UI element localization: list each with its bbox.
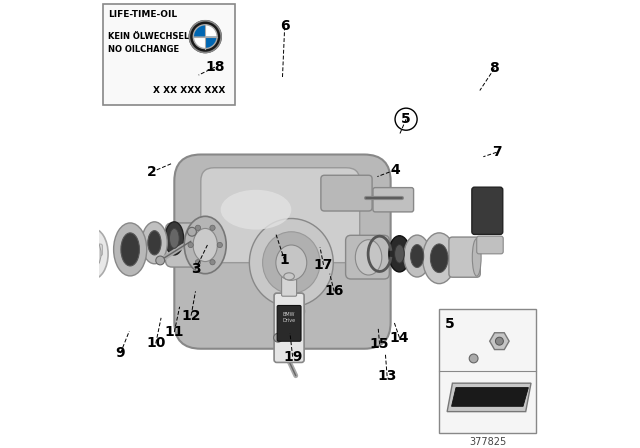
FancyBboxPatch shape (321, 175, 372, 211)
FancyBboxPatch shape (166, 223, 216, 267)
FancyBboxPatch shape (103, 4, 236, 105)
Ellipse shape (276, 245, 307, 280)
Ellipse shape (77, 228, 108, 279)
Ellipse shape (389, 236, 410, 272)
Circle shape (210, 259, 215, 265)
Ellipse shape (141, 222, 167, 264)
Text: KEIN ÖLWECHSEL: KEIN ÖLWECHSEL (108, 32, 189, 41)
Ellipse shape (404, 235, 430, 277)
Wedge shape (205, 25, 217, 37)
Circle shape (156, 256, 164, 265)
Circle shape (469, 354, 478, 363)
Text: 6: 6 (280, 19, 289, 34)
FancyBboxPatch shape (472, 187, 503, 234)
Ellipse shape (250, 219, 333, 307)
Ellipse shape (278, 300, 305, 322)
Ellipse shape (221, 190, 291, 229)
Ellipse shape (284, 273, 294, 280)
Text: 5: 5 (401, 112, 411, 126)
Circle shape (495, 337, 504, 345)
Text: 18: 18 (205, 60, 225, 74)
Ellipse shape (422, 233, 456, 284)
Text: 1: 1 (280, 254, 289, 267)
Text: 12: 12 (181, 309, 201, 323)
Text: 15: 15 (370, 337, 389, 351)
Wedge shape (205, 37, 217, 48)
Circle shape (217, 242, 223, 248)
Circle shape (195, 259, 200, 265)
Circle shape (210, 225, 215, 230)
Text: 16: 16 (324, 284, 344, 298)
FancyBboxPatch shape (477, 236, 503, 254)
FancyBboxPatch shape (346, 235, 389, 279)
FancyBboxPatch shape (439, 309, 536, 433)
FancyBboxPatch shape (86, 244, 102, 256)
Text: 10: 10 (146, 336, 166, 350)
Text: 14: 14 (390, 331, 409, 345)
FancyBboxPatch shape (277, 306, 301, 341)
Ellipse shape (262, 232, 320, 293)
Text: 11: 11 (164, 325, 184, 339)
Ellipse shape (170, 228, 179, 248)
Text: 19: 19 (283, 350, 302, 364)
Text: 3: 3 (191, 262, 200, 276)
Circle shape (274, 333, 282, 342)
Polygon shape (452, 388, 529, 406)
Text: 2: 2 (147, 165, 156, 179)
Ellipse shape (165, 222, 184, 255)
Circle shape (189, 21, 221, 52)
Ellipse shape (148, 231, 161, 255)
Ellipse shape (194, 172, 380, 327)
Wedge shape (193, 25, 205, 37)
Text: 4: 4 (390, 163, 400, 177)
Ellipse shape (121, 233, 140, 266)
Ellipse shape (84, 240, 101, 268)
Ellipse shape (355, 240, 382, 275)
FancyBboxPatch shape (373, 188, 413, 212)
FancyBboxPatch shape (174, 155, 390, 349)
Text: BMW
Drive: BMW Drive (282, 312, 296, 323)
FancyBboxPatch shape (274, 293, 304, 362)
Circle shape (195, 225, 200, 230)
Text: NO OILCHANGE: NO OILCHANGE (108, 45, 179, 55)
Polygon shape (447, 383, 531, 412)
FancyBboxPatch shape (449, 237, 480, 277)
FancyBboxPatch shape (282, 277, 296, 296)
Ellipse shape (193, 228, 218, 262)
Text: 8: 8 (490, 61, 499, 75)
Wedge shape (193, 37, 205, 48)
Text: LIFE-TIME-OIL: LIFE-TIME-OIL (108, 10, 177, 19)
Ellipse shape (395, 245, 404, 263)
Circle shape (188, 242, 193, 248)
Ellipse shape (430, 244, 448, 272)
Text: 9: 9 (116, 346, 125, 360)
FancyBboxPatch shape (201, 168, 360, 263)
Ellipse shape (184, 216, 226, 274)
Circle shape (188, 227, 196, 236)
Text: 377825: 377825 (469, 437, 506, 447)
Text: 5: 5 (445, 317, 455, 331)
Text: 13: 13 (378, 369, 397, 383)
Text: 17: 17 (314, 258, 333, 272)
Text: X XX XXX XXX: X XX XXX XXX (153, 86, 225, 95)
Ellipse shape (410, 245, 424, 267)
Ellipse shape (114, 223, 147, 276)
Text: 7: 7 (492, 145, 501, 159)
Ellipse shape (472, 239, 481, 276)
